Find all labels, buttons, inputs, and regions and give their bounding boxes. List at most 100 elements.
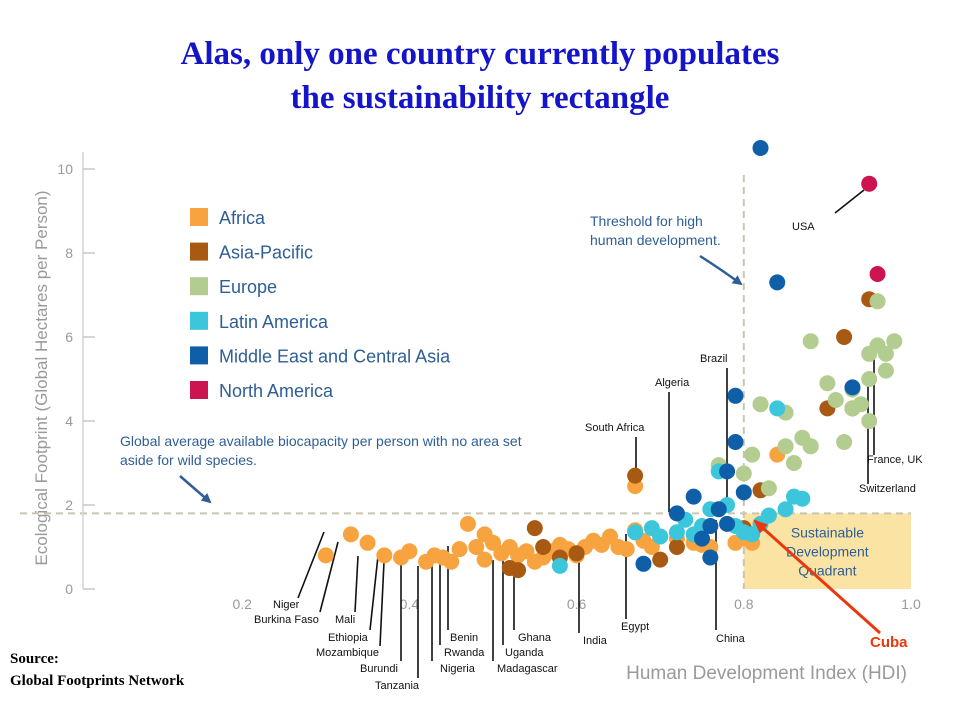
country-leader-line	[354, 555, 359, 613]
y-tick-label: 6	[65, 329, 73, 345]
point-asia-pacific	[836, 329, 853, 345]
point-africa	[342, 526, 359, 543]
x-tick-label: 0.4	[400, 596, 420, 612]
point-africa	[376, 547, 393, 564]
point-europe	[777, 438, 794, 455]
point-middle-east-and-central-asia	[844, 379, 861, 396]
y-tick-label: 2	[65, 497, 73, 513]
point-europe	[760, 480, 777, 497]
country-leader-line	[379, 561, 385, 647]
point-asia-pacific	[568, 545, 585, 562]
legend-swatch	[190, 208, 208, 226]
point-europe	[869, 293, 886, 310]
x-axis-label: Human Development Index (HDI)	[626, 663, 907, 684]
x-tick-label: 0.2	[232, 596, 252, 612]
point-latin-america	[551, 557, 568, 574]
point-asia-pacific	[652, 551, 669, 568]
point-asia-pacific	[535, 539, 552, 555]
point-latin-america	[769, 400, 786, 417]
point-middle-east-and-central-asia	[694, 530, 710, 547]
point-north-america	[869, 266, 886, 282]
country-label: Switzerland	[859, 483, 916, 495]
x-tick-label: 1.0	[901, 596, 921, 612]
threshold-note-line2: human development.	[590, 232, 721, 248]
x-tick-label: 0.8	[734, 596, 754, 612]
point-europe	[877, 345, 894, 362]
country-label: Brazil	[700, 353, 728, 365]
legend-label: Africa	[219, 208, 266, 228]
country-label: Nigeria	[440, 663, 476, 675]
legend-swatch	[190, 311, 208, 330]
point-africa	[476, 526, 493, 543]
point-middle-east-and-central-asia	[727, 434, 744, 450]
point-middle-east-and-central-asia	[719, 463, 736, 480]
chart-background	[0, 128, 960, 690]
biocapacity-note-line1: Global average available biocapacity per…	[120, 433, 522, 449]
point-europe	[735, 465, 752, 482]
x-tick-label: 0.6	[567, 596, 587, 612]
title-line-1: Alas, only one country currently populat…	[180, 36, 780, 72]
country-label: Madagascar	[497, 663, 558, 675]
point-europe	[785, 455, 802, 471]
point-latin-america	[627, 524, 644, 541]
y-tick-label: 4	[65, 413, 73, 429]
point-middle-east-and-central-asia	[735, 484, 752, 501]
cuba-label: Cuba	[870, 634, 908, 651]
point-middle-east-and-central-asia	[685, 488, 702, 505]
legend-swatch	[190, 346, 208, 365]
point-europe	[877, 362, 894, 379]
legend-label: Asia-Pacific	[219, 243, 313, 263]
legend-label: Europe	[219, 277, 277, 297]
point-africa	[459, 515, 476, 532]
country-leader-line	[834, 189, 865, 214]
biocapacity-note-arrow	[179, 475, 212, 504]
country-leader-line	[319, 541, 339, 613]
point-middle-east-and-central-asia	[727, 387, 744, 404]
quadrant-label: Quadrant	[798, 562, 856, 578]
legend-label: Latin America	[219, 312, 329, 332]
country-label: Ethiopia	[328, 632, 369, 644]
legend-swatch	[190, 381, 208, 399]
threshold-note-arrow	[699, 254, 743, 286]
point-africa	[443, 553, 460, 570]
country-leader-line	[369, 555, 379, 631]
point-europe	[861, 413, 878, 429]
country-label: Mozambique	[316, 647, 379, 659]
legend-swatch	[190, 242, 208, 261]
point-europe	[744, 446, 761, 463]
slide-title: Alas, only one country currently populat…	[0, 32, 960, 120]
point-middle-east-and-central-asia	[769, 274, 786, 291]
point-europe	[836, 434, 853, 450]
country-label: Mali	[335, 614, 355, 626]
point-middle-east-and-central-asia	[702, 549, 719, 566]
country-leader-line	[297, 531, 325, 599]
point-europe	[861, 371, 878, 387]
sustainability-quadrant	[743, 513, 911, 589]
biocapacity-note-line2: aside for wild species.	[120, 452, 257, 468]
point-middle-east-and-central-asia	[710, 501, 727, 518]
country-label: India	[583, 635, 608, 647]
y-tick-label: 10	[57, 161, 73, 177]
point-europe	[819, 375, 836, 392]
source-note: Source: Global Footprints Network	[10, 648, 184, 692]
legend-swatch	[190, 277, 208, 296]
point-africa	[317, 547, 334, 564]
point-europe	[886, 333, 903, 350]
quadrant-label: Development	[786, 543, 869, 559]
point-africa	[468, 539, 485, 555]
point-latin-america	[777, 501, 794, 518]
country-label: USA	[792, 221, 815, 233]
point-asia-pacific	[668, 539, 685, 555]
source-name: Global Footprints Network	[10, 673, 185, 689]
country-label: Tanzania	[375, 680, 420, 692]
point-middle-east-and-central-asia	[668, 505, 685, 522]
country-label: Egypt	[621, 621, 649, 633]
point-africa	[618, 541, 635, 558]
country-label: Ghana	[518, 632, 552, 644]
point-latin-america	[794, 490, 811, 507]
y-axis-label: Ecological Footprint (Global Hectares pe…	[32, 190, 51, 565]
legend-label: North America	[219, 381, 334, 401]
point-middle-east-and-central-asia	[719, 515, 736, 532]
point-asia-pacific	[627, 467, 644, 484]
country-label: Rwanda	[444, 647, 485, 659]
